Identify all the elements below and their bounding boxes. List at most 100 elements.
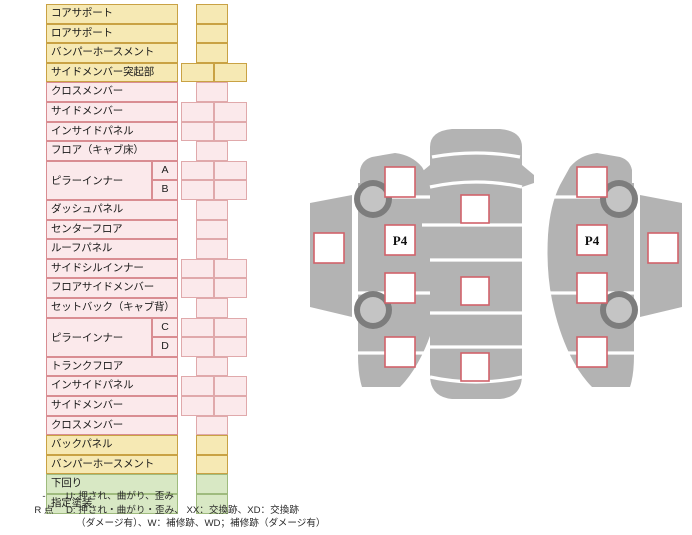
- left-marker-bottom[interactable]: [384, 336, 416, 368]
- structure-row: サイドメンバー: [46, 396, 248, 416]
- damage-cell[interactable]: [181, 102, 214, 122]
- damage-cell[interactable]: [214, 160, 247, 181]
- structure-row-label: インサイドパネル: [46, 376, 178, 396]
- structure-row-label: ロアサポート: [46, 23, 178, 44]
- right-marker-p4[interactable]: [576, 224, 608, 256]
- structure-row: バンパーホースメント: [46, 43, 248, 63]
- damage-cell[interactable]: [196, 23, 228, 44]
- structure-row: インサイドパネル: [46, 121, 248, 142]
- legend-text-1: U: 押され、曲がり、歪み: [66, 491, 174, 502]
- vehicle-diagram: P4 P4: [300, 125, 692, 425]
- center-marker-middle[interactable]: [460, 276, 490, 306]
- structure-row-label: フロア（キャブ床）: [46, 141, 178, 161]
- structure-row: インサイドパネル: [46, 376, 248, 396]
- damage-cell[interactable]: [196, 4, 228, 24]
- damage-cell[interactable]: [181, 160, 214, 181]
- structure-row: バンパーホースメント: [46, 454, 248, 475]
- left-rear-wheel: [354, 291, 392, 329]
- structure-row-sublabel: C: [152, 317, 178, 338]
- damage-cell[interactable]: [196, 494, 228, 514]
- structure-row: セットバック（キャブ背）: [46, 298, 248, 318]
- damage-cell[interactable]: [181, 396, 214, 416]
- left-marker-top[interactable]: [384, 166, 416, 198]
- damage-cell[interactable]: [214, 376, 247, 396]
- structure-row: ルーフパネル: [46, 239, 248, 259]
- damage-cell[interactable]: [181, 317, 214, 338]
- damage-cell[interactable]: [181, 180, 214, 200]
- damage-cell[interactable]: [196, 474, 228, 494]
- damage-cell[interactable]: [181, 258, 214, 279]
- legend-text-2-continued: （ダメージ有）、W：補修跡、WD；補修跡（ダメージ有）: [76, 518, 326, 529]
- damage-cell[interactable]: [196, 454, 228, 475]
- structure-table: コアサポート ロアサポート バンパーホースメント サイドメンバー突起部 クロスメンバーサ…: [46, 4, 248, 514]
- left-marker-front[interactable]: [313, 232, 345, 264]
- structure-row-label: バンパーホースメント: [46, 43, 178, 63]
- damage-cell[interactable]: [181, 376, 214, 396]
- damage-cell[interactable]: [181, 62, 214, 83]
- structure-row: D: [46, 337, 248, 357]
- structure-row: サイドメンバー: [46, 102, 248, 122]
- damage-cell[interactable]: [196, 219, 228, 240]
- legend-row-2: R 点 D: 押され・曲がり・歪み、 XX：交換跡、XD：交換跡: [22, 504, 422, 518]
- structure-row-label: サイドメンバー: [46, 102, 178, 122]
- damage-cell[interactable]: [214, 278, 247, 298]
- damage-cell[interactable]: [181, 121, 214, 142]
- damage-cell[interactable]: [214, 121, 247, 142]
- structure-row: サイドシルインナー: [46, 258, 248, 279]
- damage-cell[interactable]: [181, 278, 214, 298]
- structure-row: B: [46, 180, 248, 200]
- structure-row: トランクフロア: [46, 356, 248, 377]
- damage-cell[interactable]: [214, 337, 247, 357]
- damage-cell[interactable]: [196, 141, 228, 161]
- center-top-view: [418, 129, 534, 399]
- damage-cell[interactable]: [214, 396, 247, 416]
- right-marker-bottom[interactable]: [576, 336, 608, 368]
- structure-row: フロアサイドメンバー: [46, 278, 248, 298]
- center-marker-rear[interactable]: [460, 352, 490, 382]
- damage-cell[interactable]: [196, 356, 228, 377]
- structure-row-label: ピラーインナー: [46, 160, 152, 200]
- structure-row-label: サイドメンバー突起部: [46, 62, 178, 83]
- structure-row-label: バンパーホースメント: [46, 454, 178, 475]
- left-marker-mid[interactable]: [384, 272, 416, 304]
- structure-row: ロアサポート: [46, 23, 248, 44]
- structure-row: クロスメンバー: [46, 82, 248, 102]
- structure-row-label: フロアサイドメンバー: [46, 278, 178, 298]
- legend-key-dash: -: [42, 491, 46, 502]
- structure-row: コアサポート: [46, 4, 248, 24]
- center-divider-2: [429, 180, 523, 189]
- structure-row-label: サイドシルインナー: [46, 258, 178, 279]
- damage-cell[interactable]: [196, 435, 228, 455]
- damage-cell[interactable]: [196, 298, 228, 318]
- right-marker-top[interactable]: [576, 166, 608, 198]
- damage-cell[interactable]: [196, 82, 228, 102]
- structure-row-sublabel: D: [152, 337, 178, 357]
- right-marker-front[interactable]: [647, 232, 679, 264]
- center-marker-front[interactable]: [460, 194, 490, 224]
- structure-row: センターフロア: [46, 219, 248, 240]
- structure-row-label: ピラーインナー: [46, 317, 152, 357]
- damage-cell[interactable]: [214, 180, 247, 200]
- damage-cell[interactable]: [214, 102, 247, 122]
- structure-row: ダッシュパネル: [46, 200, 248, 220]
- structure-row-label: トランクフロア: [46, 356, 178, 377]
- damage-cell[interactable]: [196, 43, 228, 63]
- damage-cell[interactable]: [181, 337, 214, 357]
- legend-row-1: - U: 押され、曲がり、歪み: [22, 490, 422, 504]
- structure-row: ピラーインナー C: [46, 317, 248, 357]
- right-front-wheel: [600, 180, 638, 218]
- structure-row: クロスメンバー: [46, 415, 248, 436]
- damage-cell[interactable]: [196, 239, 228, 259]
- damage-cell[interactable]: [196, 415, 228, 436]
- structure-row-label: センターフロア: [46, 219, 178, 240]
- damage-cell[interactable]: [214, 62, 247, 83]
- structure-row-label: 下回り: [46, 474, 178, 494]
- structure-row: バックパネル: [46, 435, 248, 455]
- structure-row: 指定塗装: [46, 494, 248, 514]
- structure-row-label: 指定塗装: [46, 494, 178, 514]
- left-marker-p4[interactable]: [384, 224, 416, 256]
- right-marker-mid[interactable]: [576, 272, 608, 304]
- damage-cell[interactable]: [214, 317, 247, 338]
- damage-cell[interactable]: [214, 258, 247, 279]
- damage-cell[interactable]: [196, 200, 228, 220]
